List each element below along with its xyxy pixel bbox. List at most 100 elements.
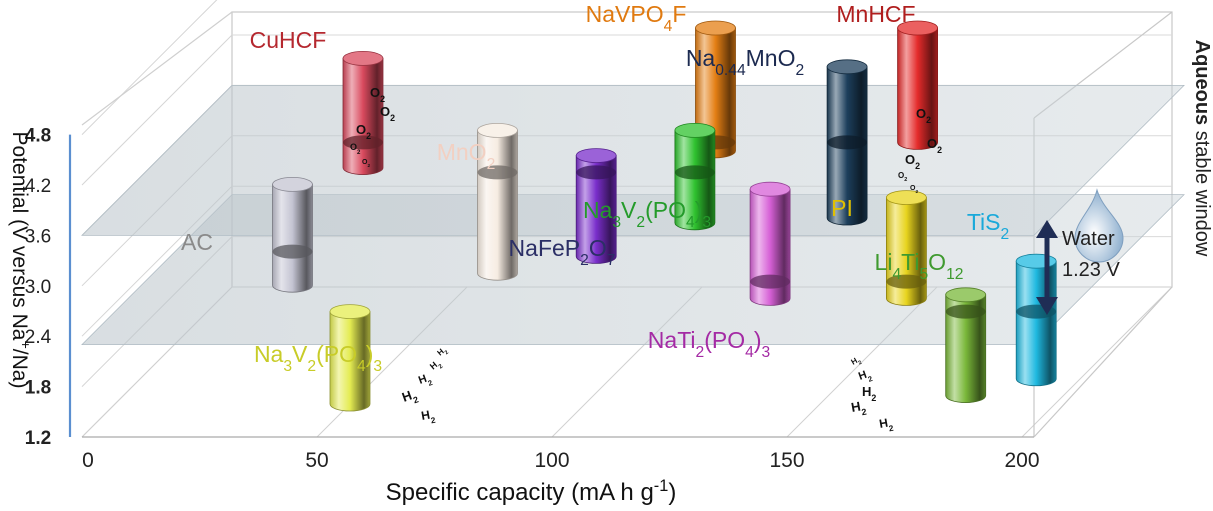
- cylinder-top: [695, 20, 736, 36]
- label-navpo4f: NaVPO4F: [586, 1, 687, 35]
- label-li4ti5o12: Li4Ti5O12: [875, 249, 964, 283]
- cylinder-top: [826, 59, 868, 75]
- o2-bubble-label: O2: [910, 185, 918, 195]
- cylinder-window-section: [674, 165, 715, 180]
- cylinder-body: [272, 184, 313, 293]
- box-edge: [1033, 286, 1173, 438]
- cylinder-top: [575, 148, 617, 164]
- cylinder-top: [272, 176, 313, 192]
- cylinder-window-section: [750, 274, 791, 289]
- cylinder-mnhcf: [897, 20, 938, 150]
- h2-bubble-label: H2: [400, 386, 420, 409]
- cylinder-top: [749, 181, 791, 197]
- stable-window-title: Aqueous stable window: [1191, 40, 1213, 257]
- label-tis2: TiS2: [967, 209, 1009, 243]
- cylinders-front-row: [329, 253, 1057, 412]
- h2-bubble-label: H2: [878, 415, 895, 435]
- cylinder-cuhcf: [342, 51, 384, 175]
- cylinder-li4ti5o12: [945, 287, 987, 403]
- cylinder-nati2po43: [749, 181, 791, 306]
- cylinder-top: [886, 190, 927, 206]
- grid-line-floor: [1021, 286, 1173, 438]
- o2-bubble-label: O2: [362, 159, 370, 169]
- cylinders-back-row: [272, 20, 938, 293]
- cylinder-body: [897, 27, 938, 150]
- o2-bubble-label: O2: [356, 122, 371, 141]
- water-drop-icon: [1074, 188, 1124, 263]
- h2-bubble-label: H2: [850, 355, 864, 370]
- label-ac: AC: [181, 229, 213, 255]
- label-mno2: MnO2: [437, 139, 496, 173]
- o2-bubble-label: O2: [370, 85, 385, 104]
- arrow-up-icon: [1036, 220, 1058, 238]
- cylinder-ac: [272, 176, 313, 293]
- y-tick-label: 3.6: [25, 226, 51, 247]
- x-tick-label: 200: [1004, 449, 1039, 472]
- grid-line-side: [81, 34, 233, 186]
- y-tick-label: 4.8: [25, 126, 51, 147]
- cylinder-window-section: [477, 165, 518, 180]
- cylinder-na3v2po43_hi: [674, 122, 716, 231]
- label-nafep2o7: NaFeP2O7: [509, 235, 616, 269]
- h2-bubble-label: H2: [417, 371, 434, 390]
- o2-bubble-label: O2: [905, 152, 920, 171]
- cylinder-pi: [886, 190, 927, 306]
- o2-bubble-label: O2: [927, 136, 942, 155]
- arrow-down-icon: [1036, 297, 1058, 315]
- x-axis-title: Specific capacity (mA h g-1): [386, 477, 677, 506]
- cylinder-nafep2o7: [575, 148, 617, 264]
- material-labels: AC CuHCF NaVPO4F Na0.44MnO2 MnHCF MnO2 NaFeP2O…: [181, 1, 1009, 375]
- label-cuhcf: CuHCF: [250, 27, 327, 53]
- h2-bubble-label: H2: [850, 398, 867, 419]
- cylinder-top: [674, 122, 716, 138]
- label-na3v2po43_lo: Na3V2(PO4)3: [254, 341, 382, 375]
- water-label: Water: [1062, 228, 1115, 250]
- cylinder-body: [575, 155, 617, 264]
- cylinder-window-section: [343, 135, 383, 150]
- label-nati2po43: NaTi2(PO4)3: [648, 327, 770, 361]
- cylinder-body: [329, 311, 371, 412]
- h2-bubble-label: H2: [436, 345, 450, 360]
- water-window-value: 1.23 V: [1062, 259, 1120, 281]
- cylinder-top: [477, 122, 518, 138]
- x-tick-label: 150: [769, 449, 804, 472]
- o2-bubble-label: O2: [916, 106, 931, 125]
- cylinder-na044mno2: [826, 59, 868, 226]
- cylinder-window-section: [576, 165, 617, 180]
- cylinder-top: [897, 20, 938, 36]
- cylinder-tis2: [1015, 253, 1057, 387]
- cylinder-body: [342, 58, 384, 175]
- y-tick-label: 1.2: [25, 428, 51, 449]
- axes: 1.2 1.8 2.4 3.0 3.6 4.2 4.8 0 50 100 150 200 Specifi…: [8, 40, 1213, 506]
- cylinder-top: [945, 287, 987, 303]
- cylinder-body: [674, 130, 716, 231]
- label-na3v2po43_hi: Na3V2(PO4)3: [583, 197, 711, 231]
- cylinder-window-section: [945, 304, 986, 319]
- x-tick-label: 50: [305, 449, 328, 472]
- cylinder-top: [329, 304, 371, 320]
- o2-bubble-label: O2: [350, 142, 361, 156]
- cylinder-window-section: [886, 274, 927, 289]
- h2-bubble-label: H2: [862, 384, 876, 403]
- h2-bubble-label: H2: [857, 367, 874, 386]
- h2-bubble-label: H2: [420, 407, 437, 427]
- y-axis-title: Potential (V versus Na+/Na): [8, 132, 33, 389]
- y-tick-label: 2.4: [25, 327, 52, 348]
- cylinder-na3v2po43_lo: [329, 304, 371, 412]
- cylinder-window-section: [272, 244, 313, 259]
- grid-line-side: [81, 0, 218, 135]
- y-tick-label: 3.0: [25, 277, 51, 298]
- box-edge: [81, 11, 233, 126]
- cylinder-top: [1015, 253, 1057, 269]
- h2-bubble-label: H2: [428, 357, 445, 374]
- x-tick-label: 0: [82, 449, 94, 472]
- y-tick-label: 1.8: [25, 378, 51, 399]
- cylinder-top: [342, 51, 384, 66]
- label-mnhcf: MnHCF: [836, 1, 915, 27]
- cylinder-mno2: [477, 122, 518, 281]
- o2-bubble-label: O2: [898, 171, 907, 183]
- cylinder-body: [945, 294, 987, 403]
